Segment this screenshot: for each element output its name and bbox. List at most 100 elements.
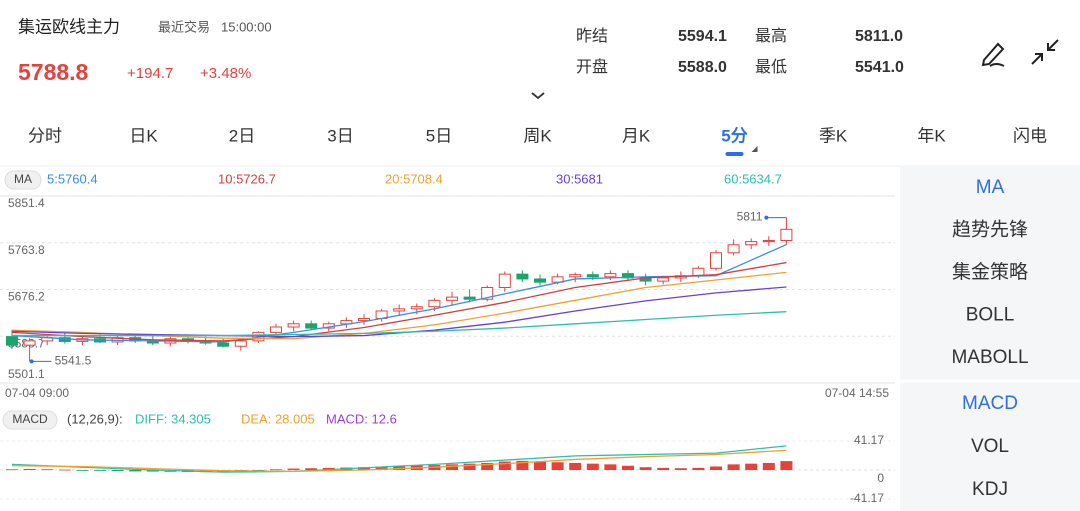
candle-body xyxy=(657,277,670,282)
candle-body xyxy=(692,267,705,277)
tab[interactable]: 日K xyxy=(129,126,158,145)
candle-body xyxy=(710,252,722,269)
indicator-item[interactable]: MABOLL xyxy=(951,347,1028,368)
macd-bar xyxy=(551,462,564,470)
indicator-item[interactable]: 集金策略 xyxy=(952,261,1028,283)
candle-body xyxy=(23,340,36,346)
time: 15:00:00 xyxy=(221,19,272,34)
candle-body xyxy=(498,273,511,288)
macd-bar xyxy=(622,465,634,470)
change-pct: +3.48% xyxy=(200,65,251,82)
legend-chip[interactable] xyxy=(4,170,42,190)
indicator-item[interactable]: BOLL xyxy=(966,305,1015,326)
stat-value: 5594.1 xyxy=(678,28,727,45)
tab[interactable]: 年K xyxy=(917,126,946,145)
macd-bar xyxy=(674,468,687,470)
candle-body xyxy=(604,273,617,278)
macd-bar xyxy=(727,464,740,470)
indicator-item[interactable]: MA xyxy=(976,177,1005,198)
macd-legend-item: DIFF: 34.305 xyxy=(135,411,211,426)
macd-legend-item: DEA: 28.005 xyxy=(241,411,315,426)
ma-legend-item: 20:5708.4 xyxy=(385,171,443,186)
tab[interactable]: 2日 xyxy=(229,126,255,145)
candle-body xyxy=(481,286,494,300)
macd-legend-label: MACD xyxy=(12,412,48,426)
tab[interactable]: 月K xyxy=(622,126,651,145)
macd-bar xyxy=(710,466,722,470)
candle-body xyxy=(463,296,476,300)
candle-body xyxy=(217,342,230,347)
tab[interactable]: 周K xyxy=(523,126,552,145)
ma-legend-item: 5:5760.4 xyxy=(47,171,98,186)
y-tick-label: -41.17 xyxy=(850,491,884,505)
candle-body xyxy=(745,241,758,246)
x-axis-label: 07-04 09:00 xyxy=(5,386,69,400)
y-tick-label: 5676.2 xyxy=(8,290,45,304)
collapse-icon[interactable] xyxy=(1031,39,1059,65)
ma-line xyxy=(11,243,787,343)
macd-bar xyxy=(463,463,476,470)
max-dot xyxy=(764,215,769,220)
indicator-item[interactable]: 趋势先锋 xyxy=(952,219,1028,241)
macd-bar xyxy=(146,470,159,472)
candle-body xyxy=(358,317,370,322)
legend-chip[interactable] xyxy=(2,410,58,430)
tab[interactable]: 3日 xyxy=(327,126,353,145)
stat-label: 最低 xyxy=(755,58,787,76)
macd-bar xyxy=(604,464,617,470)
ma-legend-item: 60:5634.7 xyxy=(724,171,782,186)
candle-body xyxy=(586,274,599,278)
change: +194.7 xyxy=(127,65,173,82)
tab[interactable]: 分时 xyxy=(28,126,62,145)
sub-indicator-item[interactable]: VOL xyxy=(971,436,1009,457)
max-label: 5811 xyxy=(737,210,763,224)
macd-line xyxy=(11,449,787,473)
macd-bar xyxy=(692,467,705,470)
macd-bar xyxy=(76,470,89,471)
candle-body xyxy=(234,340,247,347)
macd-bar xyxy=(94,470,106,471)
tab[interactable]: 季K xyxy=(819,126,848,145)
candle-body xyxy=(428,299,441,308)
edit-icon[interactable] xyxy=(981,42,1005,67)
macd-bar xyxy=(41,469,54,471)
macd-bar xyxy=(375,466,388,470)
macd-legend-item: MACD: 12.6 xyxy=(326,411,397,426)
candle-body xyxy=(780,228,793,242)
candle-body xyxy=(287,323,300,328)
candle-body xyxy=(762,240,775,243)
macd-bar xyxy=(129,470,142,472)
y-tick-label: 5763.8 xyxy=(8,243,45,257)
tab[interactable]: 5分 xyxy=(721,126,747,145)
sub-indicator-item[interactable]: MACD xyxy=(962,393,1018,414)
title: 集运欧线主力 xyxy=(18,17,120,36)
stat-value: 5811.0 xyxy=(855,28,903,45)
macd-bar xyxy=(305,468,318,470)
candle-body xyxy=(446,296,458,301)
macd-bar xyxy=(534,461,546,470)
candle-body xyxy=(534,278,546,283)
ma-legend-item: 10:5726.7 xyxy=(218,171,276,186)
macd-bar xyxy=(481,462,494,470)
macd-bar xyxy=(498,461,511,470)
macd-bar xyxy=(657,467,670,470)
ma-line xyxy=(12,311,787,337)
macd-bar xyxy=(516,460,529,470)
x-axis-label: 07-04 14:55 xyxy=(825,386,889,400)
macd-bar xyxy=(586,463,599,470)
tab[interactable]: 闪电 xyxy=(1013,126,1047,145)
expand-chevron[interactable] xyxy=(531,92,545,100)
candle-body xyxy=(569,274,582,278)
tab-dropdown xyxy=(751,146,758,152)
macd-bar xyxy=(393,465,406,470)
ma-legend-label: MA xyxy=(14,172,32,186)
y-tick-label: 0 xyxy=(877,471,884,485)
min-dot xyxy=(29,359,34,364)
macd-bar xyxy=(780,461,793,470)
tab[interactable]: 5日 xyxy=(426,126,452,145)
side-panel xyxy=(900,167,1080,511)
sub-indicator-item[interactable]: KDJ xyxy=(972,479,1008,500)
macd-line xyxy=(11,445,787,473)
macd-bar xyxy=(358,467,370,470)
